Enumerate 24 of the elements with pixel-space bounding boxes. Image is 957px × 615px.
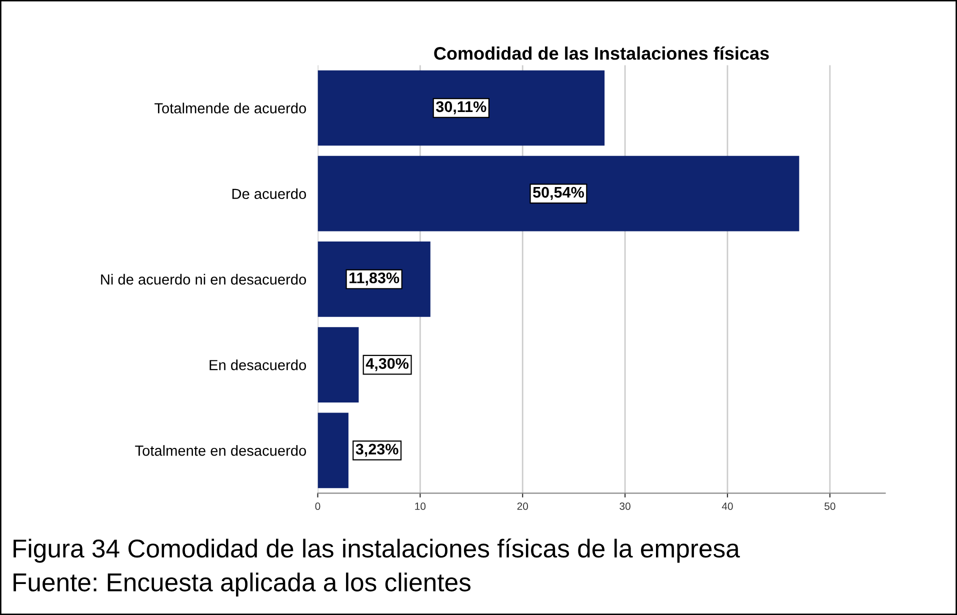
bar [318,156,800,232]
chart-title: Comodidad de las Instalaciones físicas [434,46,769,60]
annotation: 3,23% [356,444,398,457]
annotation: 30,11% [436,101,486,114]
x-tick-label: 30 [620,502,630,510]
y-tick-label: Ni de acuerdo ni en desacuerdo [101,274,306,285]
annotation: 11,83% [350,272,400,286]
bar [318,242,430,317]
bar [318,412,348,488]
annotation: 4,30% [366,358,409,372]
x-tick-label: 50 [824,502,836,510]
x-tick-label: 20 [517,502,528,510]
x-tick-label: 40 [722,502,733,510]
x-tick-label: 10 [415,502,426,510]
y-tick-label: Totalmente en desacuerdo [135,445,306,456]
x-tick-label: 0 [315,502,320,510]
bar [318,70,605,146]
y-tick-label: Totalmende de acuerdo [154,102,306,114]
source-note: Fuente: Encuesta aplicada a los clientes [14,572,470,597]
bar [318,327,359,402]
y-tick-label: En desacuerdo [210,360,306,370]
text: Figura 34 Comodidad de las instalaciones físicas de la empresa [14,538,740,563]
annotation: 50,54% [533,186,584,200]
y-tick-label: De acuerdo [232,188,306,200]
